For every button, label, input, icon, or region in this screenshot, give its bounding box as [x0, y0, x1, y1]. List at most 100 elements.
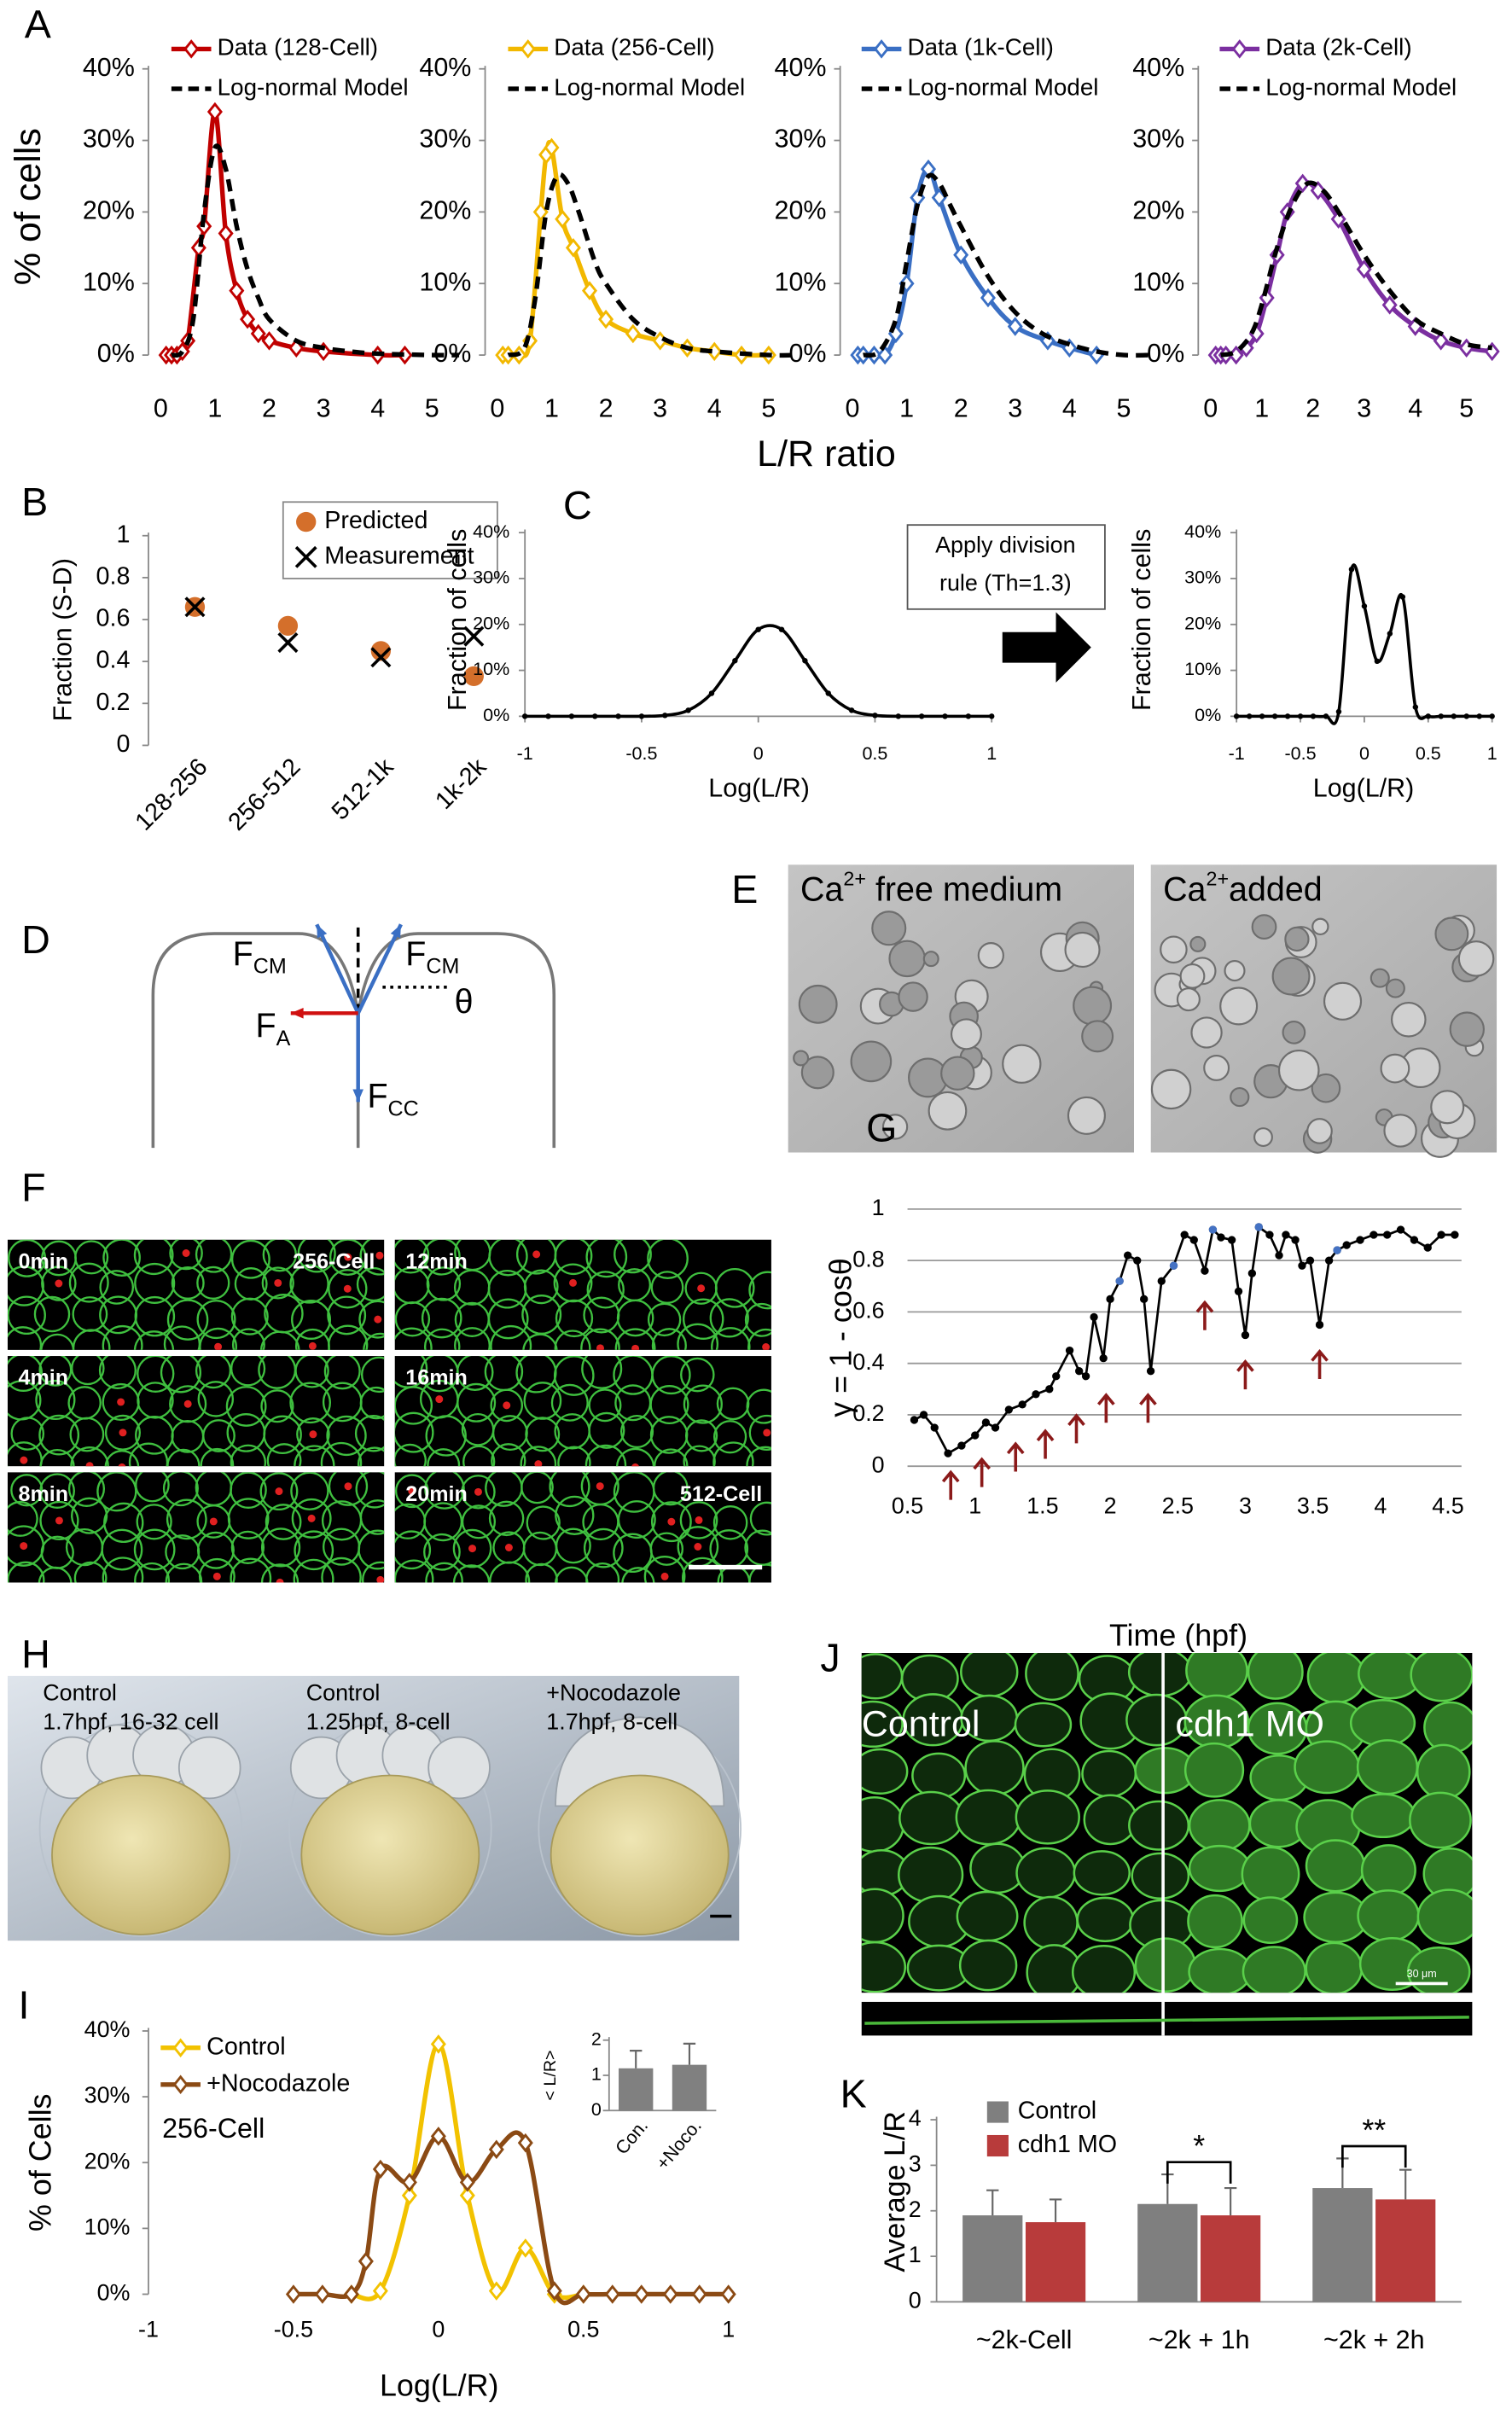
nucleus: [474, 1487, 482, 1496]
cell-membrane: [588, 1388, 622, 1423]
label-sup: 2+: [843, 867, 866, 889]
cell-membrane: [38, 1566, 73, 1583]
cell-membrane: [898, 1790, 964, 1846]
nucleus: [667, 1517, 676, 1526]
y-tick-label: 0%: [1147, 339, 1184, 368]
cell-image: [1203, 1054, 1230, 1081]
cell-membrane: [354, 1415, 385, 1452]
legend-label: Log-normal Model: [908, 73, 1099, 100]
cell-membrane: [747, 1328, 771, 1350]
cell-membrane: [523, 1269, 559, 1305]
cell-membrane: [426, 1266, 462, 1301]
cell-image: [1434, 916, 1469, 951]
force-subscript: CM: [253, 954, 287, 978]
cell-membrane: [137, 1382, 174, 1419]
cell-membrane: [1015, 1789, 1080, 1845]
marker: [802, 658, 808, 664]
legend-label: cdh1 MO: [1018, 2131, 1117, 2158]
cell-membrane: [171, 1266, 205, 1300]
x-tick-label: ~2k + 1h: [1149, 2325, 1250, 2354]
cell-membrane: [580, 1328, 620, 1350]
event-arrow: [1195, 1300, 1214, 1330]
marker: [1381, 295, 1398, 315]
cell-membrane: [911, 1752, 967, 1799]
event-arrow: [1139, 1393, 1157, 1423]
cell-membrane: [290, 1472, 329, 1510]
angle-label: θ: [455, 983, 474, 1021]
marker: [720, 2284, 736, 2304]
marker: [877, 345, 893, 365]
cell-membrane: [748, 1563, 771, 1583]
marker: [1356, 259, 1372, 279]
cell-image: [1224, 959, 1246, 982]
cell-membrane: [554, 1566, 589, 1583]
cell-membrane: [861, 1748, 909, 1795]
y-tick-label: 20%: [83, 195, 135, 224]
cell-membrane: [1025, 1653, 1079, 1702]
cell-membrane: [680, 1357, 715, 1393]
bar: [1025, 2222, 1086, 2302]
marker: [581, 281, 598, 300]
cell-membrane: [1073, 1850, 1131, 1896]
x-tick-label: 256-512: [223, 754, 305, 836]
marker: [174, 341, 190, 362]
marker: [1298, 1261, 1306, 1270]
cell-membrane: [616, 1299, 654, 1337]
cell-membrane: [225, 1386, 267, 1427]
cell-membrane: [650, 1501, 692, 1543]
y-tick-label: 20%: [473, 613, 509, 633]
force-label: FA: [256, 1008, 291, 1050]
nucleus: [183, 1399, 192, 1408]
legend-label: Log-normal Model: [554, 73, 745, 100]
marker: [848, 707, 855, 713]
nucleus: [55, 1279, 63, 1288]
cell-membrane: [197, 1381, 235, 1417]
marker: [1099, 1353, 1108, 1363]
y-tick-label: 40%: [1184, 521, 1221, 542]
cell-membrane: [960, 1653, 1019, 1698]
cell-membrane: [456, 1356, 494, 1391]
marker: [1169, 1261, 1178, 1270]
cell-membrane: [555, 1495, 595, 1535]
marker: [1383, 1231, 1392, 1239]
photo-label: +Nocodazole: [546, 1680, 681, 1706]
nucleus: [275, 1487, 283, 1496]
marker: [517, 2238, 533, 2258]
y-axis-label: Fraction of cells: [1127, 529, 1156, 711]
cell-membrane: [1406, 1946, 1471, 1993]
marker: [1284, 713, 1291, 719]
marker: [1032, 1390, 1040, 1399]
cell-image: [1383, 1114, 1417, 1148]
y-tick-label: 1: [909, 2242, 922, 2267]
cell-membrane: [1360, 1844, 1416, 1897]
cell-image: [928, 1091, 968, 1131]
annotation: 256-Cell: [162, 2113, 265, 2144]
cell-membrane: [452, 1528, 492, 1568]
y-tick-label: 0.4: [852, 1349, 884, 1375]
marker: [1271, 713, 1278, 719]
error-bar: [986, 2189, 999, 2216]
marker: [1018, 1400, 1026, 1409]
marker: [1451, 713, 1457, 719]
marker: [1323, 713, 1329, 719]
cell-image: [1230, 1086, 1250, 1108]
cell-membrane: [200, 1447, 235, 1467]
blastomere: [177, 1736, 241, 1800]
y-tick-label: 0: [116, 730, 130, 758]
cell-membrane: [359, 1239, 385, 1276]
x-tick-label: 1: [1254, 394, 1269, 423]
cell-membrane: [359, 1499, 385, 1535]
force-subscript: CC: [388, 1097, 419, 1120]
cell-membrane: [898, 1846, 964, 1904]
y-axis-label: Fraction (S-D): [48, 558, 77, 721]
cell-membrane: [1134, 1937, 1196, 1993]
event-arrow: [1236, 1359, 1254, 1390]
marker: [459, 2185, 475, 2206]
cell-membrane: [523, 1382, 562, 1420]
photo-label: Ca2+ free medium: [800, 867, 1062, 909]
marker: [250, 323, 266, 344]
cell-membrane: [682, 1557, 724, 1583]
cell-membrane: [259, 1330, 300, 1350]
cell-membrane: [101, 1528, 143, 1571]
cell-membrane: [394, 1239, 430, 1274]
